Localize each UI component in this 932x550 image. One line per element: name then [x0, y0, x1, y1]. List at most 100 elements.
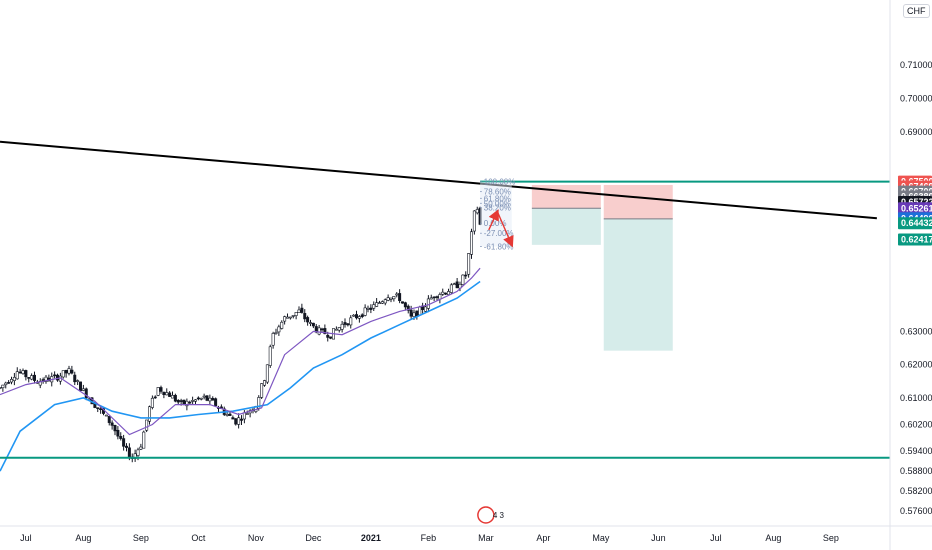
- candle-body: [326, 334, 330, 338]
- candle-body: [349, 317, 353, 326]
- candle-body: [148, 406, 152, 422]
- candle-body: [334, 328, 338, 331]
- candle-body: [70, 369, 74, 374]
- candle-body: [444, 292, 448, 295]
- candle-body: [352, 314, 356, 317]
- candle-body: [441, 291, 445, 295]
- price-tick-label: 0.57600: [900, 506, 932, 516]
- candle-body: [329, 336, 333, 339]
- candle-body: [10, 379, 14, 383]
- candle-body: [150, 397, 154, 408]
- candle-body: [76, 380, 80, 382]
- candle-body: [81, 388, 85, 391]
- price-tags: 0.675000.674690.667000.663800.657220.652…: [898, 175, 932, 246]
- fib-level-label: 61.80%: [484, 194, 511, 203]
- time-tick-label: Mar: [478, 533, 494, 543]
- candle-body: [145, 419, 149, 431]
- candle-body: [262, 380, 266, 386]
- currency-label[interactable]: CHF: [903, 4, 930, 18]
- candle-body: [469, 231, 473, 255]
- candle-body: [423, 306, 427, 312]
- candle-body: [67, 368, 71, 374]
- candle-body: [0, 387, 2, 389]
- candle-body: [153, 396, 157, 399]
- candle-body: [398, 293, 402, 301]
- candle-body: [234, 418, 238, 425]
- time-tick-label: Oct: [191, 533, 206, 543]
- time-tick-label: Feb: [421, 533, 437, 543]
- candle-body: [418, 306, 422, 316]
- candle-body: [291, 315, 295, 317]
- candle-body: [194, 399, 198, 402]
- candle-body: [306, 317, 310, 323]
- candle-body: [116, 429, 120, 437]
- candle-body: [283, 316, 287, 322]
- candle-body: [182, 399, 186, 405]
- candle-body: [64, 369, 68, 374]
- candle-body: [119, 436, 123, 439]
- candle-body: [280, 321, 284, 329]
- candle-body: [125, 445, 129, 448]
- ma-fast-line: [0, 267, 481, 436]
- candle-body: [375, 302, 379, 307]
- time-tick-label: Jun: [651, 533, 666, 543]
- candle-body: [265, 364, 269, 383]
- candle-body: [196, 397, 200, 400]
- candle-body: [96, 407, 100, 409]
- moving-averages: [0, 267, 481, 472]
- candle-body: [208, 397, 212, 402]
- candle-body: [409, 309, 413, 317]
- candle-body: [300, 307, 304, 313]
- price-tag-label: 0.64432: [901, 218, 932, 228]
- candle-body: [337, 327, 341, 331]
- candle-body: [225, 414, 229, 416]
- time-tick-label: Dec: [305, 533, 322, 543]
- candle-body: [363, 307, 367, 316]
- candle-body: [285, 316, 289, 319]
- price-tick-label: 0.71000: [900, 60, 932, 70]
- candle-body: [260, 383, 264, 398]
- candle-body: [366, 307, 370, 310]
- time-tick-label: Jul: [20, 533, 32, 543]
- fib-level-label: 100.00%: [484, 178, 516, 187]
- candle-body: [176, 399, 180, 403]
- candle-body: [245, 413, 249, 415]
- candle-body: [199, 397, 203, 400]
- candle-body: [231, 417, 235, 420]
- candle-body: [171, 395, 175, 399]
- candle-body: [412, 312, 416, 317]
- price-tag-label: 0.62417: [901, 235, 932, 245]
- candle-body: [173, 394, 177, 402]
- events-badge[interactable]: 4 3: [477, 506, 505, 524]
- time-tick-label: May: [592, 533, 610, 543]
- candle-body: [15, 371, 19, 380]
- price-tag-label: 0.65722: [901, 197, 932, 207]
- candle-body: [27, 377, 31, 379]
- candle-body: [127, 447, 131, 458]
- candle-body: [1, 384, 5, 389]
- forecast-arrow: [496, 211, 514, 248]
- candle-body: [139, 446, 143, 450]
- candle-body: [179, 400, 183, 402]
- price-tick-label: 0.62000: [900, 360, 932, 370]
- candle-body: [228, 413, 232, 416]
- candle-body: [406, 305, 410, 311]
- time-tick-label: Nov: [248, 533, 265, 543]
- candle-body: [288, 316, 292, 319]
- candle-body: [122, 438, 126, 447]
- time-tick-label: 2021: [361, 533, 381, 543]
- candle-body: [274, 332, 278, 334]
- candle-body: [294, 312, 298, 316]
- time-tick-label: Apr: [536, 533, 550, 543]
- candle-body: [400, 301, 404, 304]
- candle-body: [360, 314, 364, 318]
- candle-body: [159, 387, 163, 392]
- candle-body: [55, 374, 59, 381]
- candle-body: [464, 274, 468, 277]
- candle-body: [277, 326, 281, 333]
- candle-body: [392, 296, 396, 300]
- price-tag: [898, 202, 932, 215]
